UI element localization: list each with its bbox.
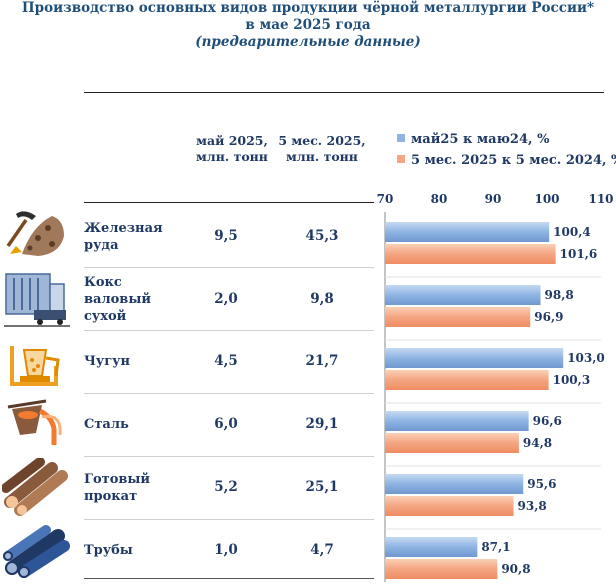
bar-value-label: 100,3 — [553, 373, 591, 387]
steel-pouring-icon — [7, 399, 62, 445]
bar-ytd — [385, 559, 498, 579]
note-line: (предварительные данные) — [195, 34, 421, 50]
x-tick-label: 70 — [377, 192, 394, 206]
cell-ytd-pig-iron: 21,7 — [305, 353, 339, 369]
row-label-steel: Сталь — [84, 417, 129, 432]
row-separator — [84, 519, 374, 520]
bar-ytd — [385, 496, 514, 516]
bar-value-label: 95,6 — [527, 477, 556, 491]
cell-ytd-rolled: 25,1 — [305, 479, 339, 495]
cell-may-steel: 6,0 — [214, 416, 238, 432]
row-separator — [84, 578, 374, 579]
row-separator — [84, 393, 374, 394]
cell-may-pig-iron: 4,5 — [214, 353, 238, 369]
bar-may — [385, 285, 541, 305]
bar-may — [385, 222, 550, 242]
x-tick-label: 90 — [485, 192, 502, 206]
title-line: Производство основных видов продукции чё… — [21, 0, 595, 16]
bar-may — [385, 411, 529, 431]
row-label-pipes: Трубы — [84, 543, 133, 558]
cell-ytd-pipes: 4,7 — [310, 542, 334, 558]
bar-ytd — [385, 433, 519, 453]
legend-label-may: май25 к маю24, % — [411, 132, 550, 147]
row-label-rolled: Готовый прокат — [84, 472, 151, 504]
row-separator — [84, 330, 374, 331]
bar-value-label: 93,8 — [518, 499, 547, 513]
column-header-may: май 2025, млн. тонн — [196, 133, 268, 164]
bar-may — [385, 474, 524, 494]
x-tick-label: 80 — [431, 192, 448, 206]
x-tick-label: 100 — [534, 192, 559, 206]
cell-ytd-coke: 9,8 — [310, 291, 334, 307]
legend-item-ytd: 5 мес. 2025 к 5 мес. 2024, % — [397, 153, 616, 168]
cell-may-iron-ore: 9,5 — [214, 228, 238, 244]
cell-may-rolled: 5,2 — [214, 479, 238, 495]
mining-pickaxe-icon — [6, 211, 64, 256]
legend-swatch-ytd — [397, 155, 405, 163]
cell-ytd-iron-ore: 45,3 — [305, 228, 339, 244]
coke-oven-icon — [4, 273, 70, 327]
bar-value-label: 101,6 — [560, 247, 598, 261]
pig-iron-ladle-icon — [10, 346, 60, 386]
bar-value-label: 90,8 — [501, 562, 530, 576]
bar-value-label: 96,6 — [533, 414, 562, 428]
cell-ytd-steel: 29,1 — [305, 416, 339, 432]
bar-value-label: 87,1 — [481, 540, 510, 554]
legend-item-may: май25 к маю24, % — [397, 132, 549, 147]
bar-value-label: 96,9 — [534, 310, 563, 324]
row-separator — [84, 267, 374, 268]
bar-value-label: 98,8 — [545, 288, 574, 302]
bar-ytd — [385, 307, 531, 327]
bar-ytd — [385, 370, 549, 390]
legend-swatch-may — [397, 134, 405, 142]
pipes-icon — [3, 525, 70, 578]
bar-value-label: 94,8 — [523, 436, 552, 450]
subtitle-line: в мае 2025 года — [245, 17, 371, 33]
bar-value-label: 103,0 — [567, 351, 605, 365]
x-tick-label: 110 — [588, 192, 613, 206]
cell-may-pipes: 1,0 — [214, 542, 238, 558]
row-label-coke: Кокс валовый сухой — [84, 275, 151, 324]
row-label-pig-iron: Чугун — [84, 354, 130, 369]
legend-label-ytd: 5 мес. 2025 к 5 мес. 2024, % — [411, 153, 616, 168]
bar-may — [385, 348, 564, 368]
rolled-logs-icon — [2, 458, 68, 516]
bar-value-label: 100,4 — [553, 225, 591, 239]
row-separator — [84, 456, 374, 457]
column-header-ytd: 5 мес. 2025, млн. тонн — [278, 133, 366, 164]
top-rule — [84, 92, 604, 93]
bar-ytd — [385, 244, 556, 264]
chart-title: Производство основных видов продукции чё… — [0, 0, 616, 51]
table-header-rule — [84, 202, 374, 203]
cell-may-coke: 2,0 — [214, 291, 238, 307]
row-label-iron-ore: Железная руда — [84, 221, 163, 253]
bar-may — [385, 537, 478, 557]
